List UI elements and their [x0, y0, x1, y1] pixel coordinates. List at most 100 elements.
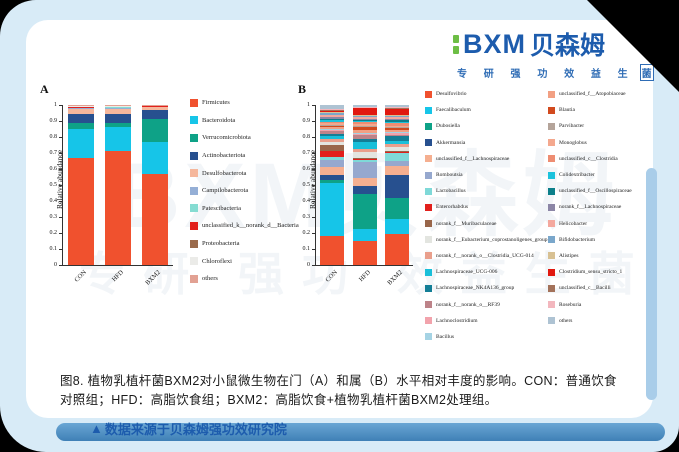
chart-B-legend-column-2: unclassified_f__Atopobiaceae Blautia Parvi…	[548, 86, 648, 329]
bar-segment-HFD-Lachnospiraceae_NK4A136_group	[352, 138, 377, 142]
y-tick	[312, 120, 315, 122]
bar-segment-BXM2-Helicobacter	[384, 117, 409, 119]
legend-label: unclassified_f__Atopobiaceae	[559, 91, 626, 98]
bar-segment-CON-norank_f__Lachnospiraceae	[320, 117, 345, 119]
bar-segment-CON-Helicobacter	[320, 115, 345, 117]
bar-segment-HFD-unclassified_c__Bacilli	[352, 107, 377, 109]
bar-segment-CON-Akkermansia	[320, 174, 345, 181]
y-tick	[312, 152, 315, 154]
legend-item: Chloroflexi	[190, 252, 310, 270]
y-tick-label: 0.7	[49, 149, 58, 156]
legend-label: Clostridium_sensu_stricto_1	[559, 269, 623, 276]
legend-item: norank_f__norank_o__Clostridia_UCG-014	[425, 248, 547, 264]
bar-segment-BXM2-Desulfobacterota	[141, 107, 168, 111]
legend-label: Campilobacterota	[202, 187, 249, 195]
bar-segment-BXM2-norank_f__norank_o__RF39	[384, 134, 409, 137]
bar-segment-CON-norank_f__Muribaculaceae	[320, 145, 345, 152]
bar-segment-HFD-others	[105, 105, 131, 106]
chart-A-legend: Firmicutes Bacteroidota Verrucomicrobiota A…	[190, 94, 310, 288]
bar-segment-HFD-Alistipes	[352, 115, 377, 117]
legend-swatch	[548, 122, 555, 130]
bar-segment-BXM2-Actinobacteriota	[141, 110, 168, 119]
bar-segment-HFD-norank_f__Muribaculaceae	[352, 157, 377, 160]
bar-segment-CON-unclassified_f__Oscillospiraceae	[320, 118, 345, 121]
legend-item: Parvibacter	[548, 118, 648, 134]
chart-B-legend-column-1: Desulfovibrio Faecalibaculum Dubosiella Akk…	[425, 86, 548, 345]
legend-swatch	[425, 317, 432, 325]
y-tick-label: 0.4	[49, 197, 58, 204]
bar-segment-BXM2-others	[384, 105, 409, 108]
legend-item: Enterorhabdus	[425, 199, 547, 215]
legend-item: Bifidobacterium	[548, 232, 648, 248]
bar-segment-HFD-Dubosiella	[352, 193, 377, 229]
y-tick-label: 0.5	[302, 181, 311, 188]
legend-item: Proteobacteria	[190, 235, 310, 253]
x-category-label: HFD	[110, 269, 125, 284]
legend-label: norank_f__Lachnospiraceae	[559, 204, 622, 211]
bar-segment-BXM2-Bacillus	[384, 132, 409, 133]
y-tick	[59, 168, 62, 170]
bar-segment-HFD-Firmicutes	[105, 151, 131, 265]
bar-segment-CON-Desulfobacterota	[68, 109, 95, 115]
legend-swatch	[190, 169, 198, 178]
legend-swatch	[425, 139, 432, 147]
bar-segment-BXM2-norank_f__Muribaculaceae	[384, 151, 409, 153]
bar-segment-BXM2-Romboutsia	[384, 161, 409, 166]
legend-item: Alistipes	[548, 248, 648, 264]
y-tick	[312, 104, 315, 106]
bar-segment-CON-Bacteroidota	[68, 129, 95, 158]
legend-item: Desulfovibrio	[425, 86, 547, 102]
bar-segment-CON-Enterorhabdus	[320, 151, 345, 157]
legend-item: unclassified_f__Oscillospiraceae	[548, 183, 648, 199]
bar-segment-HFD-unclassified_f__Lachnospiraceae	[352, 177, 377, 186]
legend-swatch	[548, 252, 555, 260]
legend-label: Alistipes	[559, 252, 579, 259]
legend-swatch	[548, 301, 555, 309]
bar-segment-CON-Actinobacteriota	[68, 114, 95, 124]
legend-swatch	[425, 90, 432, 98]
y-tick	[59, 120, 62, 122]
bar-segment-HFD-Actinobacteriota	[105, 113, 131, 123]
legend-item: unclassified_c__Bacilli	[548, 280, 648, 296]
legend-item: Desulfobacterota	[190, 164, 310, 182]
y-tick	[59, 264, 62, 266]
y-tick	[312, 248, 315, 250]
legend-swatch	[425, 252, 432, 260]
y-tick-label: 0.1	[302, 245, 311, 252]
bar-segment-BXM2-Firmicutes	[141, 173, 168, 265]
bar-segment-CON-Lactobacillus	[320, 157, 345, 161]
y-tick	[312, 232, 315, 234]
figure-8: A Relative abundance 0 0.1 0.2 0.3 0.4 0.5 0.6…	[26, 20, 653, 350]
legend-item: Romboutsia	[425, 167, 547, 183]
legend-label: norank_f__Muribaculaceae	[436, 220, 497, 227]
bar-segment-CON-Alistipes	[320, 112, 345, 113]
legend-item: Verrucomicrobiota	[190, 129, 310, 147]
legend-item: unclassified_k__norank_d__Bacteria	[190, 217, 310, 235]
legend-label: Roseburia	[559, 301, 582, 308]
bar-segment-HFD-Bacillus	[352, 133, 377, 134]
bar-segment-BXM2-Monoglobus	[384, 125, 409, 128]
legend-swatch	[425, 333, 432, 341]
figure-caption: 图8. 植物乳植杆菌BXM2对小鼠微生物在门（A）和属（B）水平相对丰度的影响。…	[60, 374, 617, 408]
bar-segment-HFD-others	[352, 105, 377, 107]
bar-segment-HFD-Romboutsia	[352, 161, 377, 178]
y-tick	[59, 104, 62, 106]
legend-swatch	[190, 274, 198, 283]
legend-swatch	[548, 236, 555, 244]
y-tick	[59, 232, 62, 234]
legend-swatch	[425, 301, 432, 309]
bar-segment-CON-Faecalibaculum	[320, 183, 345, 237]
legend-item: Roseburia	[548, 296, 648, 312]
legend-item: Blautia	[548, 102, 648, 118]
legend-label: Verrucomicrobiota	[202, 134, 251, 142]
bar-segment-HFD-Desulfobacterota	[105, 109, 131, 114]
data-source-note: ▲ 数据来源于贝森姆强功效研究院	[90, 419, 287, 438]
y-tick	[59, 248, 62, 250]
bar-segment-BXM2-Enterorhabdus	[384, 152, 409, 153]
legend-swatch	[190, 239, 198, 248]
y-tick	[59, 136, 62, 138]
legend-swatch	[190, 204, 198, 213]
y-tick-label: 0.4	[302, 197, 311, 204]
legend-item: Monoglobus	[548, 135, 648, 151]
legend-label: Desulfovibrio	[436, 91, 467, 98]
